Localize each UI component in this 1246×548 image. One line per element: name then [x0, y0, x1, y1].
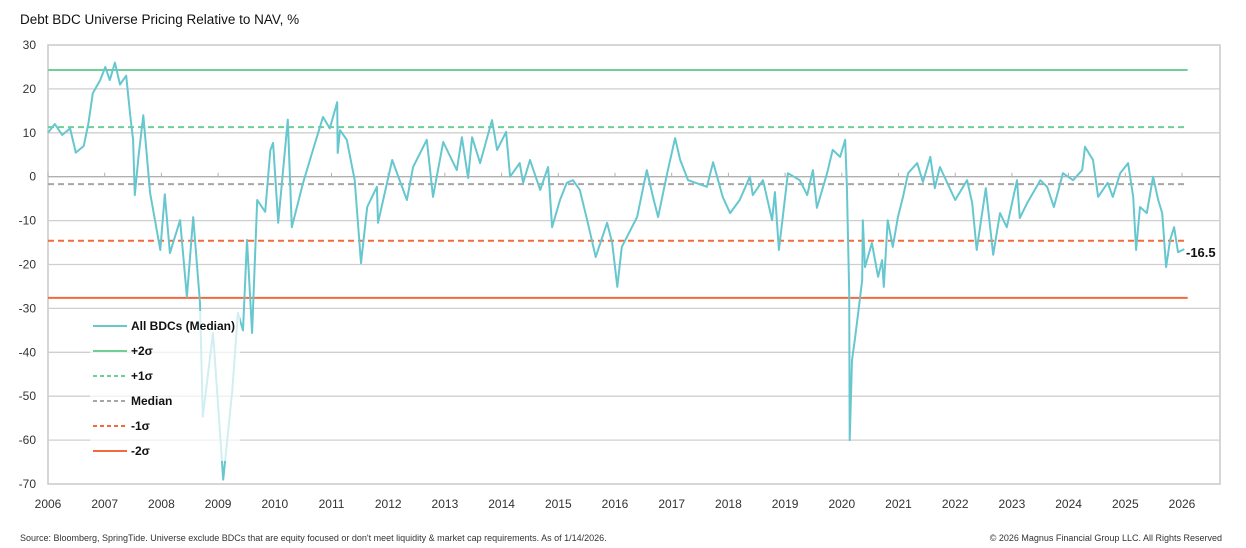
- x-tick-label: 2006: [35, 497, 62, 511]
- legend-label: Median: [131, 394, 172, 408]
- source-note: Source: Bloomberg, SpringTide. Universe …: [20, 533, 607, 543]
- y-tick-label: -20: [19, 258, 37, 272]
- x-tick-label: 2015: [545, 497, 572, 511]
- x-tick-label: 2010: [261, 497, 288, 511]
- reference-lines: [48, 69, 1188, 299]
- y-tick-label: 0: [29, 170, 36, 184]
- legend-label: +1σ: [131, 369, 153, 383]
- y-tick-label: -10: [19, 214, 37, 228]
- x-tick-label: 2017: [658, 497, 685, 511]
- x-tick-label: 2023: [999, 497, 1026, 511]
- y-tick-label: -40: [19, 345, 37, 359]
- x-tick-label: 2012: [375, 497, 402, 511]
- last-value-label: -16.5: [1186, 245, 1216, 260]
- x-tick-label: 2019: [772, 497, 799, 511]
- y-tick-label: -30: [19, 301, 37, 315]
- x-tick-label: 2026: [1169, 497, 1196, 511]
- x-tick-label: 2007: [91, 497, 118, 511]
- y-tick-label: 10: [23, 126, 37, 140]
- legend: All BDCs (Median) +2σ +1σ Median -1σ -2σ: [90, 311, 240, 461]
- legend-label: -1σ: [131, 419, 150, 433]
- x-tick-label: 2021: [885, 497, 912, 511]
- y-tick-label: -70: [19, 477, 37, 491]
- legend-label: All BDCs (Median): [131, 319, 235, 333]
- chart-title: Debt BDC Universe Pricing Relative to NA…: [20, 12, 299, 27]
- copyright-note: © 2026 Magnus Financial Group LLC. All R…: [990, 533, 1222, 543]
- legend-box: [90, 311, 240, 461]
- y-axis: 30 20 10 0 -10 -20 -30 -40 -50 -60 -70: [19, 38, 37, 491]
- x-tick-label: 2020: [828, 497, 855, 511]
- x-tick-label: 2014: [488, 497, 515, 511]
- legend-label: +2σ: [131, 344, 153, 358]
- y-tick-label: -60: [19, 433, 37, 447]
- x-tick-label: 2018: [715, 497, 742, 511]
- gridlines: [47, 44, 1221, 485]
- x-tick-label: 2013: [432, 497, 459, 511]
- y-tick-label: -50: [19, 389, 37, 403]
- x-tick-label: 2008: [148, 497, 175, 511]
- x-tick-label: 2011: [319, 497, 345, 511]
- y-tick-label: 20: [23, 82, 37, 96]
- x-tick-label: 2016: [602, 497, 629, 511]
- y-tick-label: 30: [23, 38, 37, 52]
- x-tick-label: 2009: [205, 497, 232, 511]
- x-tick-label: 2024: [1055, 497, 1082, 511]
- x-tick-label: 2025: [1112, 497, 1139, 511]
- legend-label: -2σ: [131, 444, 150, 458]
- x-tick-label: 2022: [942, 497, 969, 511]
- x-axis: 2006 2007 2008 2009 2010 2011 2012 2013 2014 2015…: [35, 172, 1196, 511]
